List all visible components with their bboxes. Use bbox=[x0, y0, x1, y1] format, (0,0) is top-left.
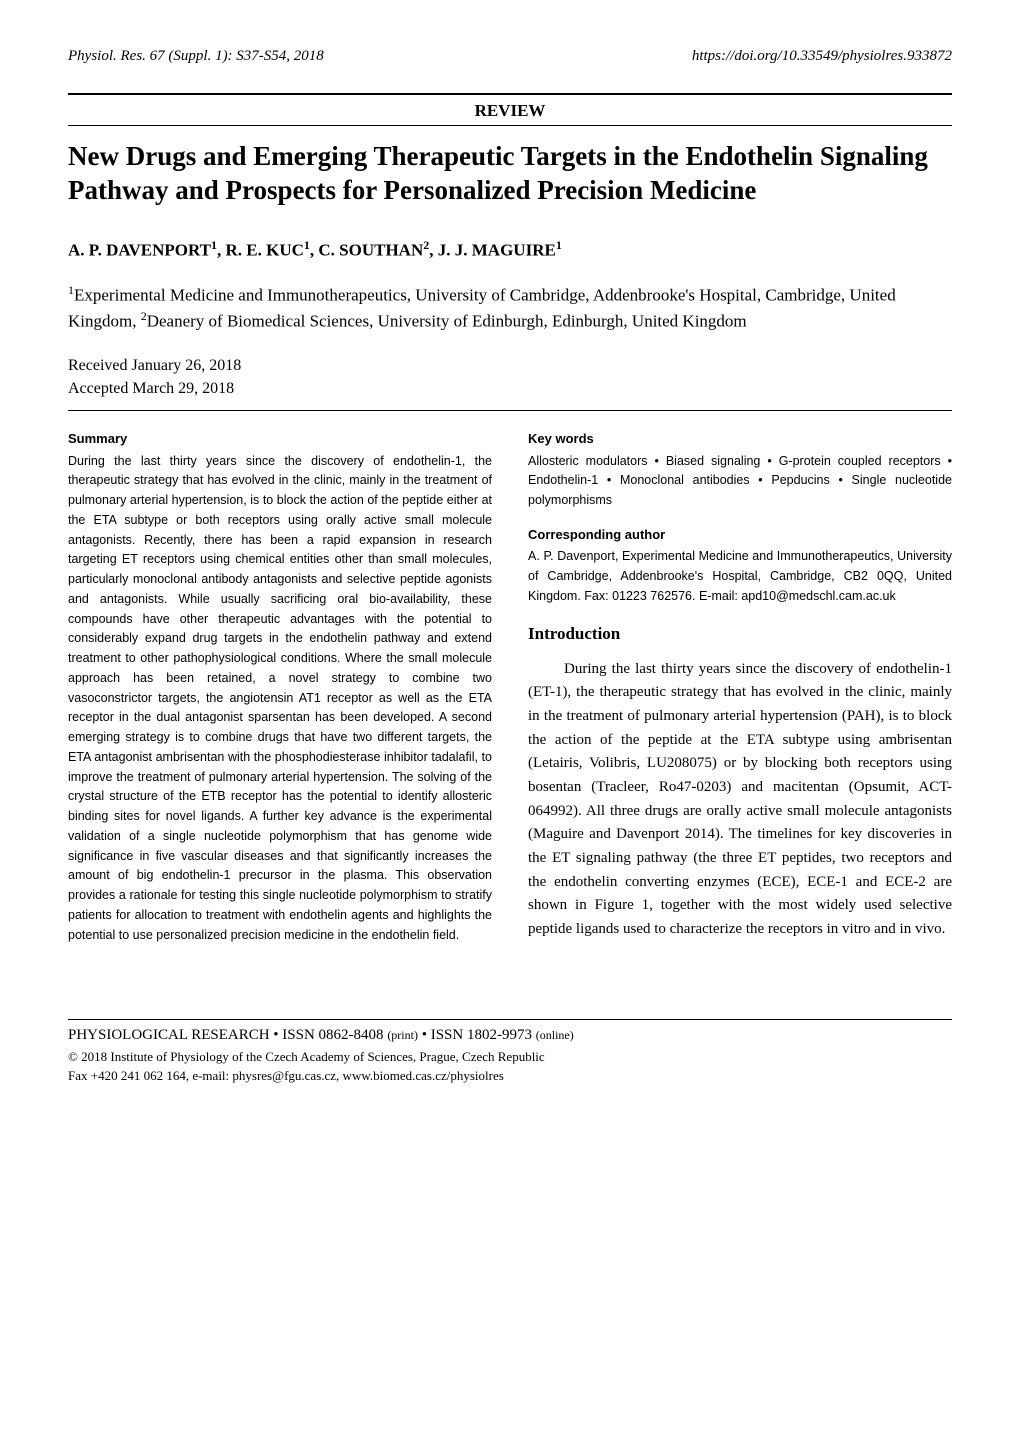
footer-contact: Fax +420 241 062 164, e-mail: physres@fg… bbox=[68, 1066, 952, 1086]
rule-under-review bbox=[68, 125, 952, 126]
page-footer: PHYSIOLOGICAL RESEARCH • ISSN 0862-8408 … bbox=[68, 1019, 952, 1086]
rule-top bbox=[68, 93, 952, 95]
left-column: Summary During the last thirty years sin… bbox=[68, 429, 492, 959]
introduction-text: During the last thirty years since the d… bbox=[528, 658, 952, 942]
rule-under-dates bbox=[68, 410, 952, 411]
received-date: Received January 26, 2018 bbox=[68, 355, 952, 377]
doi-link: https://doi.org/10.33549/physiolres.9338… bbox=[692, 48, 952, 65]
footer-copyright: © 2018 Institute of Physiology of the Cz… bbox=[68, 1047, 952, 1067]
footer-journal-line: PHYSIOLOGICAL RESEARCH • ISSN 0862-8408 … bbox=[68, 1024, 952, 1047]
corresponding-text: A. P. Davenport, Experimental Medicine a… bbox=[528, 547, 952, 606]
article-type-label: REVIEW bbox=[68, 101, 952, 121]
journal-reference: Physiol. Res. 67 (Suppl. 1): S37-S54, 20… bbox=[68, 48, 324, 65]
keywords-heading: Key words bbox=[528, 429, 952, 450]
summary-text: During the last thirty years since the d… bbox=[68, 452, 492, 946]
two-column-body: Summary During the last thirty years sin… bbox=[68, 429, 952, 959]
author-list: A. P. DAVENPORT1, R. E. KUC1, C. SOUTHAN… bbox=[68, 238, 952, 261]
running-header: Physiol. Res. 67 (Suppl. 1): S37-S54, 20… bbox=[68, 48, 952, 65]
keywords-text: Allosteric modulators • Biased signaling… bbox=[528, 452, 952, 511]
article-dates: Received January 26, 2018 Accepted March… bbox=[68, 355, 952, 400]
right-column: Key words Allosteric modulators • Biased… bbox=[528, 429, 952, 959]
article-title: New Drugs and Emerging Therapeutic Targe… bbox=[68, 140, 952, 208]
accepted-date: Accepted March 29, 2018 bbox=[68, 378, 952, 400]
summary-heading: Summary bbox=[68, 429, 492, 450]
corresponding-heading: Corresponding author bbox=[528, 525, 952, 546]
affiliation-list: 1Experimental Medicine and Immunotherape… bbox=[68, 282, 952, 333]
introduction-heading: Introduction bbox=[528, 621, 952, 648]
